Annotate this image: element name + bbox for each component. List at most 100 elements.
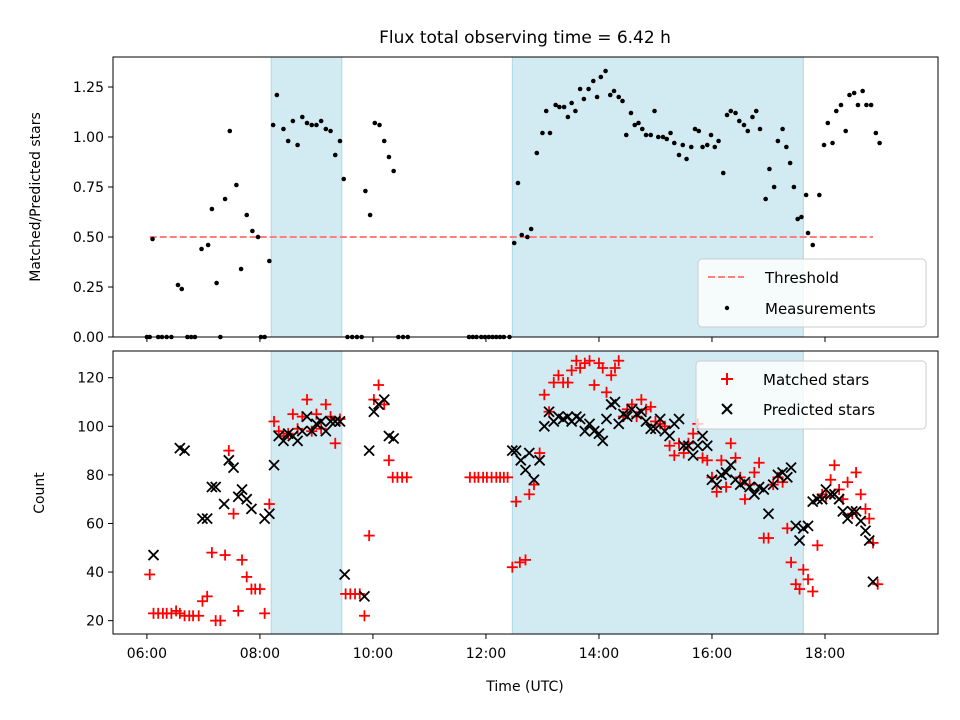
predicted-star-point — [218, 498, 230, 510]
matched-star-point — [523, 488, 535, 500]
matched-star-point — [254, 583, 266, 595]
measurement-point — [795, 216, 800, 222]
predicted-star-point — [232, 491, 244, 503]
measurement-point — [830, 140, 835, 146]
predicted-star-point — [863, 534, 875, 547]
measurement-point — [733, 110, 738, 116]
measurement-point — [639, 126, 645, 132]
matched-star-point — [802, 573, 814, 585]
predicted-star-point — [196, 512, 209, 525]
measurement-point — [833, 108, 839, 114]
predicted-star-point — [682, 440, 695, 452]
measurement-point — [209, 206, 215, 212]
predicted-star-point — [640, 415, 652, 428]
predicted-star-point — [678, 440, 690, 452]
predicted-star-point — [223, 454, 235, 466]
measurement-point — [741, 122, 747, 128]
measurement-point — [680, 142, 686, 148]
matched-star-point — [863, 513, 875, 525]
measurement-point — [318, 118, 324, 124]
matched-star-point — [725, 437, 737, 449]
matched-star-point — [548, 377, 560, 389]
x-axis-label: Time (UTC) — [485, 679, 563, 695]
measurement-point — [791, 184, 797, 190]
measurement-point — [611, 88, 617, 94]
measurement-point — [708, 132, 714, 138]
measurement-point — [281, 126, 286, 132]
measurement-point — [763, 196, 768, 202]
predicted-star-point — [855, 515, 867, 527]
measurement-point — [712, 144, 718, 150]
predicted-star-point — [758, 483, 770, 496]
legend-threshold-label: Threshold — [764, 269, 839, 287]
bottom-y-tick-label: 100 — [77, 419, 104, 435]
predicted-star-point — [825, 488, 837, 500]
predicted-star-point — [673, 413, 685, 425]
measurement-point — [304, 120, 310, 126]
measurement-point — [750, 114, 755, 120]
measurement-point — [873, 130, 879, 136]
predicted-legend-marker — [721, 403, 733, 415]
matched-star-point — [825, 474, 837, 486]
measurement-point — [285, 138, 291, 144]
predicted-star-point — [339, 568, 351, 581]
matched-star-point — [609, 362, 621, 374]
measurement-point — [598, 74, 604, 80]
matched-star-point — [358, 610, 370, 622]
predicted-star-point — [206, 481, 218, 493]
matched-star-point — [506, 561, 518, 573]
measurement-point — [668, 130, 673, 136]
measurement-point — [594, 94, 600, 100]
matched-star-point — [579, 357, 591, 369]
measurement-point — [864, 102, 869, 108]
measurement-point — [372, 120, 378, 126]
bottom-y-tick-label: 120 — [77, 371, 104, 387]
bottom-legend: Matched stars Predicted stars — [695, 360, 927, 430]
matched-star-point — [597, 362, 609, 374]
predicted-star-point — [802, 520, 814, 532]
predicted-star-point — [593, 427, 605, 440]
matched-star-point — [697, 452, 709, 464]
predicted-star-point — [649, 423, 662, 435]
matched-star-point — [514, 556, 526, 568]
predicted-star-point — [696, 430, 709, 442]
measurement-point — [652, 108, 657, 114]
matched-star-point — [214, 615, 226, 627]
matched-star-point — [820, 491, 832, 503]
matched-star-point — [574, 362, 586, 374]
predicted-star-point — [201, 512, 213, 525]
measurement-point — [270, 122, 276, 128]
predicted-star-point — [523, 447, 535, 459]
x-tick-label: 16:00 — [692, 646, 732, 662]
measurement-point — [150, 236, 155, 242]
predicted-star-point — [178, 444, 191, 457]
matched-star-point — [538, 389, 550, 401]
matched-star-point — [241, 571, 253, 583]
measurement-point — [179, 286, 185, 292]
predicted-star-point — [358, 590, 371, 602]
matched-star-point — [635, 394, 647, 406]
predicted-star-point — [744, 481, 756, 493]
matched-star-point — [715, 454, 727, 466]
bottom-y-axis-label: Count — [32, 472, 48, 514]
matched-star-point — [588, 379, 600, 391]
matched-star-point — [668, 449, 680, 461]
predicted-star-point — [687, 449, 699, 462]
matched-star-point — [828, 459, 840, 471]
predicted-star-point — [147, 549, 160, 561]
matched-star-point — [797, 564, 809, 576]
matched-star-point — [781, 522, 793, 534]
matched-star-point — [640, 403, 652, 415]
measurement-point — [244, 212, 250, 218]
measurement-point — [696, 128, 702, 134]
matched-legend-marker — [721, 373, 733, 385]
bottom-y-tick-label: 80 — [86, 468, 104, 484]
top-legend: Threshold Measurements — [697, 258, 927, 328]
measurement-point — [267, 258, 272, 264]
measurement-point — [805, 230, 811, 236]
top-y-tick-label: 0.25 — [73, 280, 104, 296]
measurement-point — [337, 138, 343, 144]
measurement-point — [728, 108, 734, 114]
measurement-point — [616, 94, 622, 100]
